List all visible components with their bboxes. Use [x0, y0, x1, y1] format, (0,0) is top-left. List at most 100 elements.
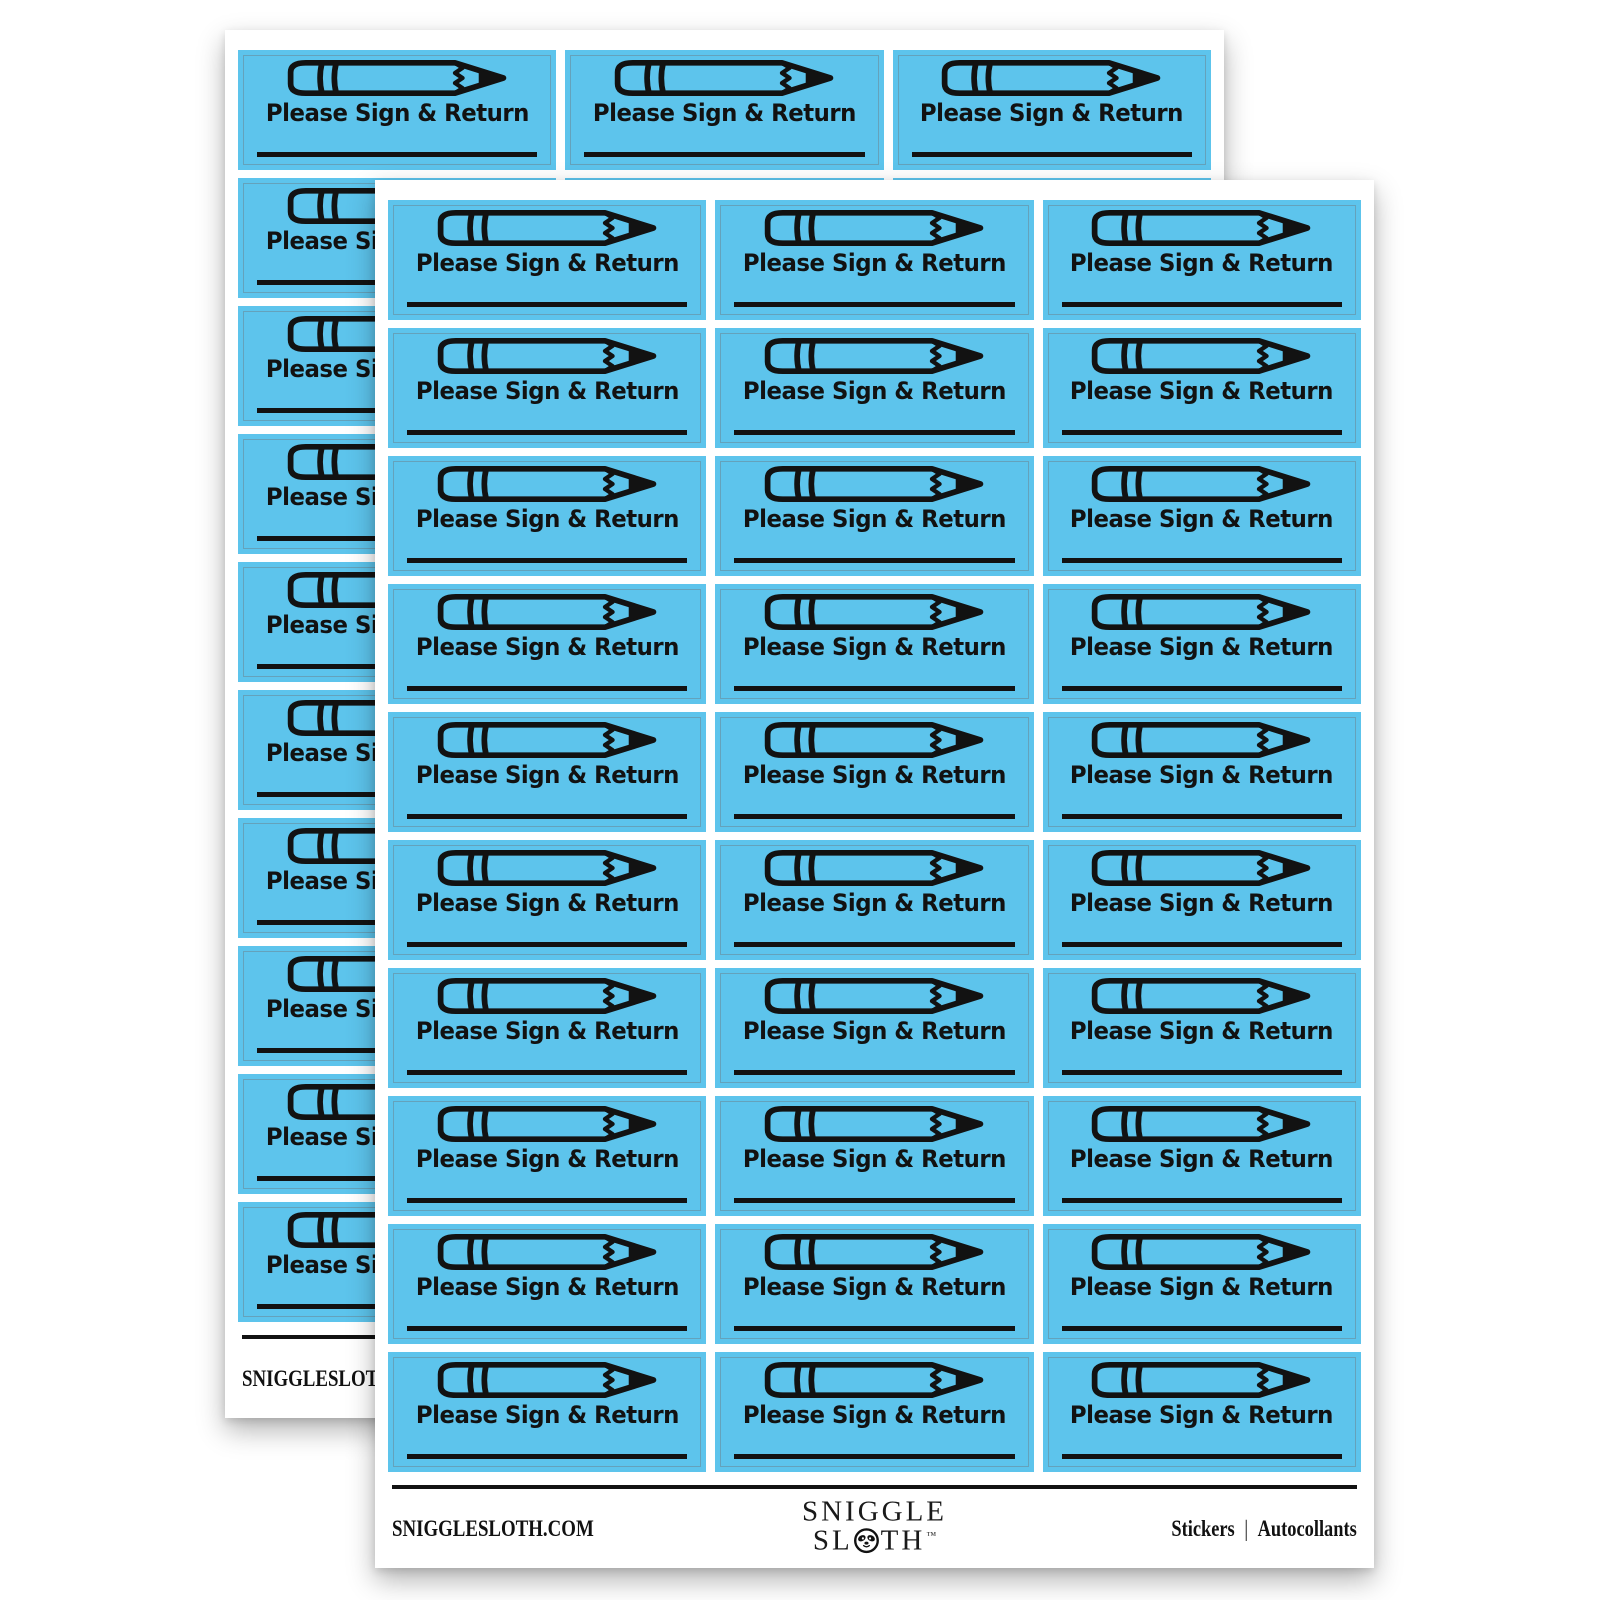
pencil-icon	[437, 1233, 656, 1271]
sticker-label: Please Sign & Return	[742, 1017, 1007, 1045]
signature-line	[1061, 1198, 1342, 1203]
signature-line	[911, 152, 1192, 157]
sign-and-return-sticker: Please Sign & Return	[1042, 840, 1361, 960]
signature-line	[407, 686, 688, 691]
signature-line	[734, 814, 1015, 819]
sticker-label: Please Sign & Return	[415, 1017, 680, 1045]
pencil-icon	[764, 209, 984, 247]
pencil-icon	[764, 1361, 984, 1399]
signature-line	[407, 1198, 688, 1203]
sign-and-return-sticker: Please Sign & Return	[715, 584, 1034, 704]
sign-and-return-sticker: Please Sign & Return	[388, 328, 707, 448]
pencil-icon	[287, 59, 506, 97]
sticker-label: Please Sign & Return	[415, 377, 680, 405]
signature-line	[734, 558, 1015, 563]
signature-line	[1061, 1326, 1342, 1331]
sign-and-return-sticker: Please Sign & Return	[715, 1096, 1034, 1216]
sign-and-return-sticker: Please Sign & Return	[388, 1224, 707, 1344]
signature-line	[407, 1326, 688, 1331]
pencil-icon	[1092, 209, 1311, 247]
pencil-icon	[1092, 1361, 1311, 1399]
sticker-label: Please Sign & Return	[742, 889, 1007, 917]
pencil-icon	[1092, 849, 1311, 887]
signature-line	[407, 1454, 688, 1459]
sign-and-return-sticker: Please Sign & Return	[1042, 1096, 1361, 1216]
pencil-icon	[1092, 337, 1311, 375]
pencil-icon	[764, 977, 984, 1015]
signature-line	[407, 558, 688, 563]
sign-and-return-sticker: Please Sign & Return	[1042, 200, 1361, 320]
sticker-label: Please Sign & Return	[1070, 505, 1334, 533]
pencil-icon	[1092, 721, 1311, 759]
sheet-footer: SNIGGLESLOTH.COM SNIGGLE SL TH™ Stick	[375, 1485, 1374, 1568]
sticker-label: Please Sign & Return	[415, 633, 680, 661]
sticker-label: Please Sign & Return	[1070, 633, 1334, 661]
pencil-icon	[437, 465, 656, 503]
pencil-icon	[614, 59, 834, 97]
sticker-label: Please Sign & Return	[1070, 1273, 1334, 1301]
sticker-grid: Please Sign & Return Please Sign & Retur…	[375, 180, 1374, 1472]
sticker-sheet-front: Please Sign & Return Please Sign & Retur…	[375, 180, 1374, 1568]
signature-line	[407, 814, 688, 819]
sign-and-return-sticker: Please Sign & Return	[388, 584, 707, 704]
sticker-label: Please Sign & Return	[742, 1273, 1007, 1301]
sticker-label: Please Sign & Return	[742, 1145, 1007, 1173]
sticker-label: Please Sign & Return	[415, 1145, 680, 1173]
sign-and-return-sticker: Please Sign & Return	[1042, 456, 1361, 576]
brand-line2-prefix: SL	[812, 1524, 853, 1557]
pencil-icon	[437, 337, 656, 375]
footer-stickers-label: Stickers	[1171, 1515, 1235, 1541]
pencil-icon	[437, 1361, 656, 1399]
brand-logo: SNIGGLE SL TH™	[802, 1497, 947, 1556]
signature-line	[734, 942, 1015, 947]
pencil-icon	[764, 337, 984, 375]
sign-and-return-sticker: Please Sign & Return	[388, 1352, 707, 1472]
pencil-icon	[764, 721, 984, 759]
pencil-icon	[437, 977, 656, 1015]
sticker-label: Please Sign & Return	[742, 761, 1007, 789]
sign-and-return-sticker: Please Sign & Return	[565, 50, 884, 170]
pencil-icon	[764, 465, 984, 503]
sign-and-return-sticker: Please Sign & Return	[892, 50, 1211, 170]
sign-and-return-sticker: Please Sign & Return	[1042, 968, 1361, 1088]
sticker-label: Please Sign & Return	[415, 889, 680, 917]
sign-and-return-sticker: Please Sign & Return	[388, 712, 707, 832]
sign-and-return-sticker: Please Sign & Return	[238, 50, 557, 170]
brand-name-line2: SL TH™	[802, 1524, 947, 1557]
footer-website-text: SNIGGLESLOTH.COM	[392, 1515, 594, 1541]
footer-row: SNIGGLESLOTH.COM SNIGGLE SL TH™ Stick	[392, 1489, 1357, 1568]
pencil-icon	[764, 593, 984, 631]
sticker-label: Please Sign & Return	[415, 505, 680, 533]
pencil-icon	[437, 593, 656, 631]
pencil-icon	[1092, 465, 1311, 503]
sign-and-return-sticker: Please Sign & Return	[388, 200, 707, 320]
sign-and-return-sticker: Please Sign & Return	[388, 456, 707, 576]
pencil-icon	[942, 59, 1161, 97]
pencil-icon	[1092, 593, 1311, 631]
signature-line	[734, 1070, 1015, 1075]
sticker-label: Please Sign & Return	[742, 249, 1007, 277]
signature-line	[734, 1326, 1015, 1331]
signature-line	[734, 430, 1015, 435]
signature-line	[734, 1454, 1015, 1459]
sticker-label: Please Sign & Return	[1070, 1017, 1334, 1045]
sticker-label: Please Sign & Return	[742, 633, 1007, 661]
pencil-icon	[437, 849, 656, 887]
sign-and-return-sticker: Please Sign & Return	[1042, 1224, 1361, 1344]
sticker-label: Please Sign & Return	[592, 99, 857, 127]
signature-line	[257, 152, 538, 157]
signature-line	[1061, 1070, 1342, 1075]
pencil-icon	[437, 1105, 656, 1143]
sticker-label: Please Sign & Return	[415, 1401, 680, 1429]
sign-and-return-sticker: Please Sign & Return	[388, 840, 707, 960]
sticker-label: Please Sign & Return	[1070, 249, 1334, 277]
brand-name-line1: SNIGGLE	[801, 1495, 948, 1528]
footer-language-labels: Stickers | Autocollants	[1172, 1516, 1357, 1542]
sign-and-return-sticker: Please Sign & Return	[388, 968, 707, 1088]
sticker-label: Please Sign & Return	[742, 377, 1007, 405]
sign-and-return-sticker: Please Sign & Return	[715, 1352, 1034, 1472]
pencil-icon	[764, 1105, 984, 1143]
footer-separator: |	[1244, 1515, 1249, 1541]
sign-and-return-sticker: Please Sign & Return	[1042, 1352, 1361, 1472]
